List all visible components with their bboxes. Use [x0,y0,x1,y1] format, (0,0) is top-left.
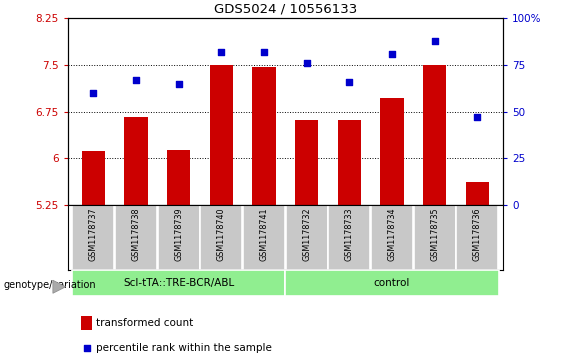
FancyBboxPatch shape [371,205,413,270]
Point [259,49,268,55]
Text: GSM1178733: GSM1178733 [345,207,354,261]
Bar [82,151,105,205]
FancyBboxPatch shape [72,205,114,270]
Text: control: control [374,278,410,288]
Point [473,114,482,120]
Text: genotype/variation: genotype/variation [3,280,96,290]
FancyBboxPatch shape [115,205,157,270]
Text: GSM1178734: GSM1178734 [388,207,397,261]
Point [217,49,226,55]
Text: GSM1178741: GSM1178741 [259,207,268,261]
Text: percentile rank within the sample: percentile rank within the sample [96,343,272,353]
Bar [210,65,233,205]
Polygon shape [53,280,66,293]
Text: GSM1178740: GSM1178740 [217,207,226,261]
Text: GSM1178739: GSM1178739 [174,207,183,261]
Text: GSM1178737: GSM1178737 [89,207,98,261]
Bar [423,65,446,205]
FancyBboxPatch shape [72,270,285,296]
Text: Scl-tTA::TRE-BCR/ABL: Scl-tTA::TRE-BCR/ABL [123,278,234,288]
FancyBboxPatch shape [243,205,285,270]
FancyBboxPatch shape [457,205,498,270]
Title: GDS5024 / 10556133: GDS5024 / 10556133 [214,3,357,16]
Bar [252,67,276,205]
FancyBboxPatch shape [328,205,370,270]
Bar [337,120,361,205]
Bar [466,182,489,205]
FancyBboxPatch shape [285,270,498,296]
Bar [295,120,319,205]
Text: GSM1178736: GSM1178736 [473,207,482,261]
Bar [167,150,190,205]
Bar [124,117,148,205]
Text: GSM1178735: GSM1178735 [430,207,439,261]
FancyBboxPatch shape [414,205,455,270]
Point [345,79,354,85]
Text: GSM1178732: GSM1178732 [302,207,311,261]
FancyBboxPatch shape [286,205,328,270]
Text: transformed count: transformed count [96,318,193,328]
FancyBboxPatch shape [201,205,242,270]
FancyBboxPatch shape [158,205,199,270]
Bar [81,316,92,330]
Point [132,77,141,83]
Bar [380,98,403,205]
Point [174,81,183,86]
Point [302,60,311,66]
Point [388,51,397,57]
Point [430,38,439,44]
Point [89,90,98,96]
Text: GSM1178738: GSM1178738 [132,207,141,261]
Point [82,345,91,351]
